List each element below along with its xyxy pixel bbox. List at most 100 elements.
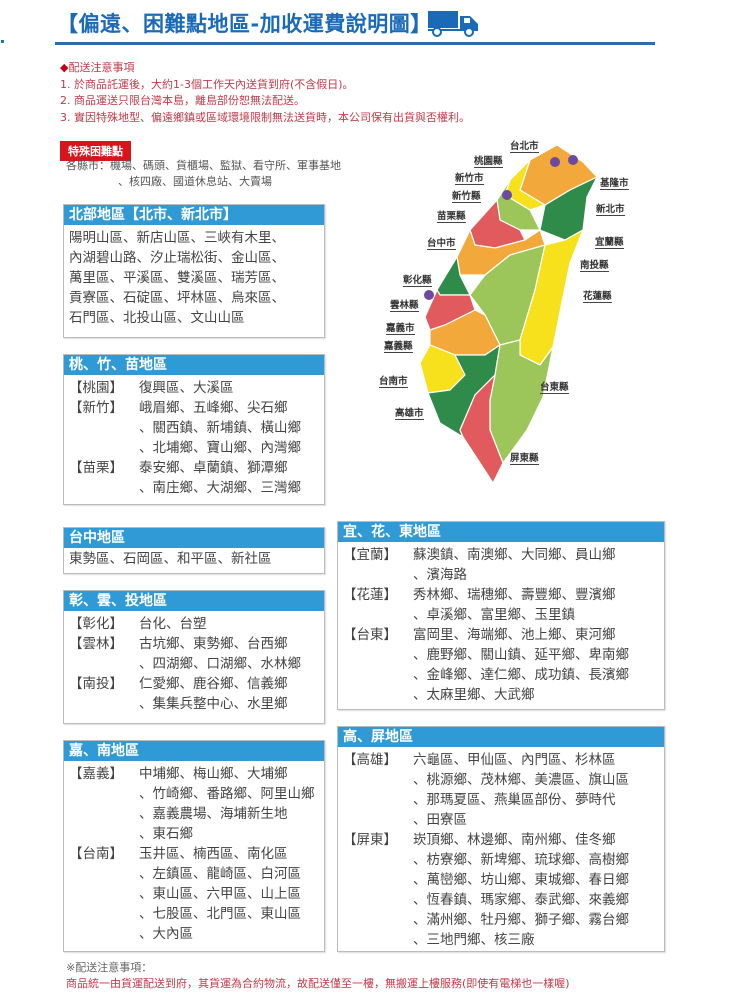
- town-line: 、那瑪夏區、燕巢區部份、夢時代: [413, 792, 616, 808]
- town-list: 峨眉鄉、五峰鄉、尖石鄉 、關西鎮、新埔鎮、橫山鄉 、北埔鄉、寶山鄉、內灣鄉: [139, 398, 301, 458]
- town-line: 貢寮區、石碇區、坪林區、烏來區、: [69, 290, 285, 306]
- region-row: 【花蓮】 秀林鄉、瑞穗鄉、壽豐鄉、豐濱鄉 、卓溪鄉、富里鄉、玉里鎮: [343, 585, 659, 625]
- town-line: 峨眉鄉、五峰鄉、尖石鄉: [139, 400, 288, 416]
- town-line: 、嘉義農場、海埔新生地: [139, 806, 288, 822]
- map-label: 基隆市: [600, 178, 629, 190]
- dot-mark: [1, 40, 4, 43]
- town-line: 六龜區、甲仙區、內門區、杉林區: [413, 752, 616, 768]
- city-marker: [424, 290, 434, 300]
- box-kaohsiung-pingtung: 高、屏地區【高雄】 六龜區、甲仙區、內門區、杉林區 、桃源鄉、茂林鄉、美濃區、旗山區…: [337, 726, 665, 952]
- town-line: 復興區、大溪區: [139, 380, 234, 396]
- region-row: 東勢區、石岡區、和平區、新社區: [69, 549, 319, 569]
- town-line: 、滿州鄉、牡丹鄉、獅子鄉、霧台鄉: [413, 912, 629, 928]
- town-line: 、金峰鄉、達仁鄉、成功鎮、長濱鄉: [413, 667, 629, 683]
- town-list: 復興區、大溪區: [139, 378, 234, 398]
- title-rule: [55, 42, 655, 45]
- town-line: 、北埔鄉、寶山鄉、內灣鄉: [139, 440, 301, 456]
- box-body: 陽明山區、新店山區、三峽有木里、 內湖碧山路、汐止瑞松街、金山區、 萬里區、平溪區、…: [64, 225, 324, 332]
- taiwan-map-graphic: [419, 144, 599, 485]
- map-label: 彰化縣: [403, 275, 432, 287]
- county-tag: 【彰化】: [69, 616, 123, 632]
- special-line: 各縣市：機場、碼頭、貨櫃場、監獄、看守所、軍事基地: [66, 159, 341, 172]
- region-row: 【彰化】 台化、台塑: [69, 614, 319, 634]
- town-line: 秀林鄉、瑞穗鄉、壽豐鄉、豐濱鄉: [413, 587, 616, 603]
- town-line: 、關西鎮、新埔鎮、橫山鄉: [139, 420, 301, 436]
- region-row: 【雲林】 古坑鄉、東勢鄉、台西鄉 、四湖鄉、口湖鄉、水林鄉: [69, 634, 319, 674]
- town-list: 台化、台塑: [139, 614, 207, 634]
- town-line: 、集集兵整中心、水里鄉: [139, 696, 288, 712]
- region-row: 【高雄】 六龜區、甲仙區、內門區、杉林區 、桃源鄉、茂林鄉、美濃區、旗山區 、那瑪夏區…: [343, 750, 659, 830]
- town-line: 玉井區、楠西區、南化區: [139, 846, 288, 862]
- town-line: 東勢區、石岡區、和平區、新社區: [69, 551, 272, 567]
- town-line: 石門區、北投山區、文山山區: [69, 310, 245, 326]
- town-line: 古坑鄉、東勢鄉、台西鄉: [139, 636, 288, 652]
- special-label: 特殊困難點: [60, 141, 131, 161]
- map-label: 嘉義市: [386, 323, 415, 335]
- box-title: 宜、花、東地區: [338, 522, 664, 542]
- town-line: 、四湖鄉、口湖鄉、水林鄉: [139, 656, 301, 672]
- town-list: 富岡里、海端鄉、池上鄉、東河鄉 、鹿野鄉、關山鎮、延平鄉、卑南鄉 、金峰鄉、達仁鄉、…: [413, 625, 629, 705]
- region-taichung: [456, 228, 546, 276]
- notes-heading: 配送注意事項: [68, 61, 135, 74]
- map-label: 桃園縣: [474, 156, 503, 168]
- region-yilan: [539, 175, 599, 241]
- county-tag: 【台南】: [69, 846, 123, 862]
- box-changhua-yunlin-nantou: 彰、雲、投地區 【彰化】 台化、台塑 【雲林】 古坑鄉、東勢鄉、台西鄉 、四湖鄉、口湖鄉、…: [63, 590, 325, 724]
- special-line: 、核四廠、國道休息站、大賣場: [118, 175, 272, 188]
- box-chiayi-tainan: 嘉、南地區 【嘉義】 中埔鄉、梅山鄉、大埔鄉 、竹崎鄉、番路鄉、阿里山鄉 、嘉義農場、海…: [63, 740, 325, 952]
- map-label: 雲林縣: [390, 300, 419, 312]
- town-list: 崁頂鄉、林邊鄉、南州鄉、佳冬鄉 、枋寮鄉、新埤鄉、琉球鄉、高樹鄉 、萬巒鄉、坊山鄉、…: [413, 830, 629, 950]
- note-item: 2. 商品運送只限台灣本島，離島部份恕無法配送。: [60, 94, 305, 107]
- region-taitung: [489, 339, 554, 465]
- box-title: 彰、雲、投地區: [64, 591, 324, 611]
- town-list: 陽明山區、新店山區、三峽有木里、 內湖碧山路、汐止瑞松街、金山區、 萬里區、平溪區、…: [69, 228, 285, 328]
- town-line: 泰安鄉、卓蘭鎮、獅潭鄉: [139, 460, 288, 476]
- map-label: 苗栗縣: [437, 211, 466, 223]
- county-tag: 【高雄】: [343, 752, 397, 768]
- box-north: 北部地區【北市、新北市】 陽明山區、新店山區、三峽有木里、 內湖碧山路、汐止瑞松街、…: [63, 204, 325, 338]
- town-line: 、大內區: [139, 926, 193, 942]
- region-row: 【宜蘭】 蘇澳鎮、南澳鄉、大同鄉、員山鄉 、濱海路: [343, 545, 659, 585]
- footer-text: 商品統一由貨運配送到府，其貨運為合約物流，故配送僅至一樓，無搬運上樓服務(即使有…: [66, 977, 570, 990]
- box-title: 桃、竹、苗地區: [64, 355, 324, 375]
- note-item: 1. 於商品託運後，大約1-3個工作天內送貨到府(不含假日)。: [60, 77, 354, 91]
- town-line: 、三地門鄉、核三廠: [413, 932, 535, 948]
- box-title: 高、屏地區: [338, 727, 664, 747]
- note-item: 3. 實因特殊地型、偏遠鄉鎮或區域環境限制無法送貨時，本公司保有出貨與否權利。: [60, 110, 470, 124]
- town-line: 、東山區、六甲區、山上區: [139, 886, 301, 902]
- county-tag: 【屏東】: [343, 832, 397, 848]
- footer-heading: ※配送注意事項：: [66, 961, 153, 974]
- map-label: 屏東縣: [510, 453, 539, 465]
- county-tag: 【桃園】: [69, 380, 123, 396]
- town-line: 蘇澳鎮、南澳鄉、大同鄉、員山鄉: [413, 547, 616, 563]
- town-line: 、萬巒鄉、坊山鄉、東城鄉、春日鄉: [413, 872, 629, 888]
- county-tag: 【宜蘭】: [343, 547, 397, 563]
- town-list: 泰安鄉、卓蘭鎮、獅潭鄉 、南庄鄉、大湖鄉、三灣鄉: [139, 458, 301, 498]
- town-line: 、左鎮區、龍崎區、白河區: [139, 866, 301, 882]
- town-line: 、太麻里鄉、大武鄉: [413, 687, 535, 703]
- map-label: 花蓮縣: [583, 291, 612, 303]
- town-line: 、恆春鎮、瑪家鄉、泰武鄉、來義鄉: [413, 892, 629, 908]
- town-line: 萬里區、平溪區、雙溪區、瑞芳區、: [69, 270, 285, 286]
- box-title: 台中地區: [64, 528, 324, 548]
- town-line: 中埔鄉、梅山鄉、大埔鄉: [139, 766, 288, 782]
- town-line: 、枋寮鄉、新埤鄉、琉球鄉、高樹鄉: [413, 852, 629, 868]
- town-line: 、鹿野鄉、關山鎮、延平鄉、卑南鄉: [413, 647, 629, 663]
- box-body: 【桃園】 復興區、大溪區 【新竹】 峨眉鄉、五峰鄉、尖石鄉 、關西鎮、新埔鎮、橫山鄉 、北…: [64, 375, 324, 502]
- county-tag: 【嘉義】: [69, 766, 123, 782]
- map-label: 新北市: [596, 204, 625, 216]
- town-line: 、東石鄉: [139, 826, 193, 842]
- town-line: 仁愛鄉、鹿谷鄉、信義鄉: [139, 676, 288, 692]
- city-marker: [550, 157, 560, 167]
- map-label: 台東縣: [540, 382, 569, 394]
- town-list: 蘇澳鎮、南澳鄉、大同鄉、員山鄉 、濱海路: [413, 545, 616, 585]
- town-line: 、濱海路: [413, 567, 467, 583]
- box-body: 【宜蘭】 蘇澳鎮、南澳鄉、大同鄉、員山鄉 、濱海路 【花蓮】 秀林鄉、瑞穗鄉、壽豐鄉、豐…: [338, 542, 664, 709]
- county-tag: 【南投】: [69, 676, 123, 692]
- map-label: 台北市: [510, 141, 539, 153]
- town-line: 崁頂鄉、林邊鄉、南州鄉、佳冬鄉: [413, 832, 616, 848]
- county-tag: 【花蓮】: [343, 587, 397, 603]
- region-row: 【南投】 仁愛鄉、鹿谷鄉、信義鄉 、集集兵整中心、水里鄉: [69, 674, 319, 714]
- region-row: 【苗栗】 泰安鄉、卓蘭鎮、獅潭鄉 、南庄鄉、大湖鄉、三灣鄉: [69, 458, 319, 498]
